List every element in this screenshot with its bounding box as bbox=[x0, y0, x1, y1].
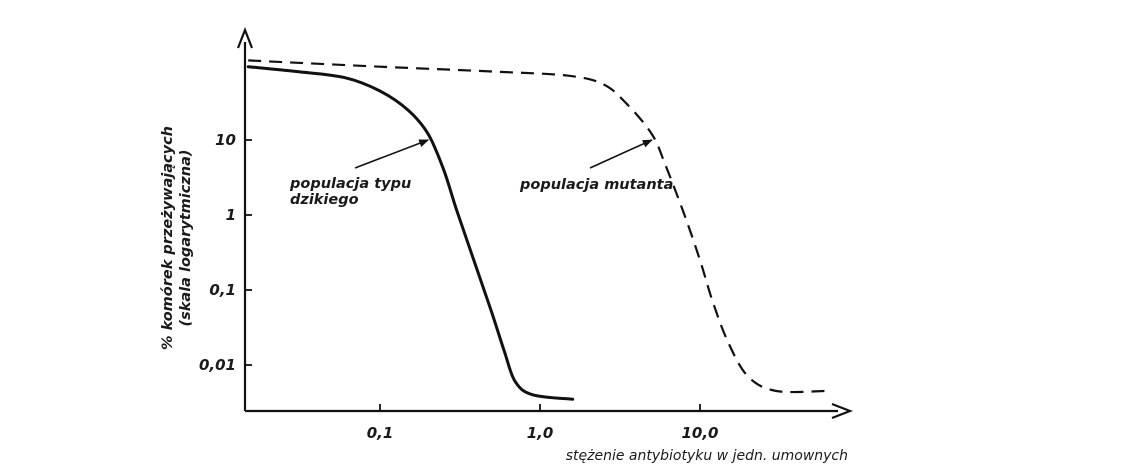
x-axis-label: stężenie antybiotyku w jedn. umownych bbox=[566, 448, 848, 464]
y-axis-label-line2: (skala logarytmiczna) bbox=[178, 150, 194, 327]
series-layer bbox=[246, 59, 825, 401]
y-axis-label: % komórek przeżywających (skala logarytm… bbox=[160, 126, 194, 350]
y-axis-label-line1: % komórek przeżywających bbox=[160, 126, 176, 350]
mutant-population-curve bbox=[248, 59, 825, 394]
annotation-arrow bbox=[354, 139, 430, 169]
y-tick-label: 0,1 bbox=[209, 281, 236, 299]
x-tick-label: 0,1 bbox=[367, 424, 394, 442]
y-axis-arrow-icon bbox=[236, 26, 254, 49]
annotation-label: dzikiego bbox=[290, 192, 359, 208]
x-axis-arrow-icon bbox=[831, 402, 854, 420]
annotation-arrow bbox=[589, 139, 653, 169]
y-tick-label: 1 bbox=[226, 206, 236, 224]
x-tick-label: 1,0 bbox=[527, 424, 554, 442]
wild-type-population-curve bbox=[246, 65, 575, 401]
y-tick-label: 0,01 bbox=[199, 356, 236, 374]
annotation-label: populacja mutanta bbox=[519, 177, 673, 193]
y-ticks: 10 1 0,1 0,01 bbox=[199, 131, 252, 374]
annotation-label: populacja typu bbox=[289, 176, 411, 192]
x-ticks: 0,1 1,0 10,0 bbox=[367, 404, 719, 442]
y-tick-label: 10 bbox=[215, 131, 236, 149]
x-tick-label: 10,0 bbox=[681, 424, 718, 442]
